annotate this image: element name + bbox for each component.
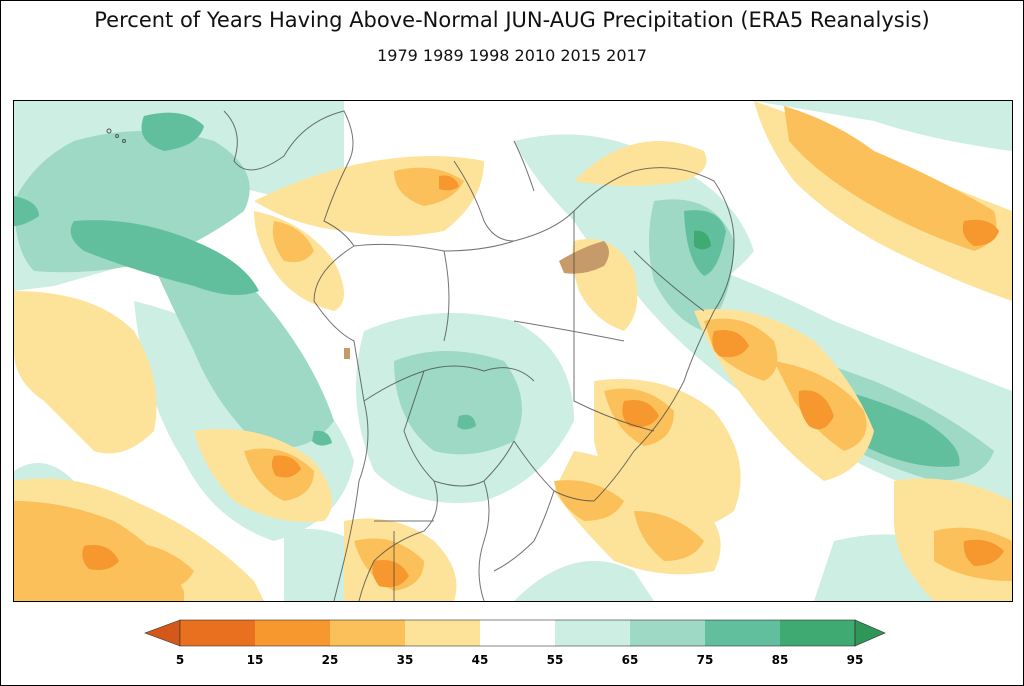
colorbar-tick-label: 55 — [546, 653, 564, 667]
map-canvas — [14, 101, 1012, 601]
colorbar-bin-25-35 — [330, 620, 405, 646]
colorbar-outline — [179, 619, 856, 647]
colorbar-bin-85-95 — [780, 620, 855, 646]
colorbar-tick-label: 45 — [471, 653, 489, 667]
colorbar-bin-5-15 — [180, 620, 255, 646]
colorbar-tick-label: 85 — [771, 653, 789, 667]
precipitation-map — [13, 100, 1013, 602]
colorbar-bin-65-75 — [630, 620, 705, 646]
colorbar-tick-label: 95 — [846, 653, 864, 667]
colorbar-tick-label: 65 — [621, 653, 639, 667]
colorbar-tick-label: 75 — [696, 653, 714, 667]
colorbar-segments — [144, 619, 886, 647]
colorbar-extend-max — [854, 619, 886, 647]
contour-fill-85-95 — [694, 230, 711, 250]
contour-fill-low-outlier — [344, 241, 609, 359]
colorbar-extend-min — [144, 619, 181, 647]
contour-fill-15-25 — [82, 175, 1004, 588]
colorbar-bin-75-85 — [705, 620, 780, 646]
coastline-islands — [106, 128, 126, 143]
map-subtitle-years: 1979 1989 1998 2010 2015 2017 — [377, 46, 647, 65]
map-title: Percent of Years Having Above-Normal JUN… — [94, 8, 930, 32]
colorbar-tick-label: 35 — [396, 653, 414, 667]
colorbar-bin-35-45 — [405, 620, 480, 646]
colorbar-tick-label: 5 — [175, 653, 185, 667]
colorbar-bin-15-25 — [255, 620, 330, 646]
colorbar-tick-label: 15 — [246, 653, 264, 667]
colorbar-bin-45-55 — [480, 620, 555, 646]
colorbar — [144, 619, 886, 647]
country-boundaries — [223, 110, 735, 601]
colorbar-tick-label: 25 — [321, 653, 339, 667]
colorbar-bin-55-65 — [555, 620, 630, 646]
